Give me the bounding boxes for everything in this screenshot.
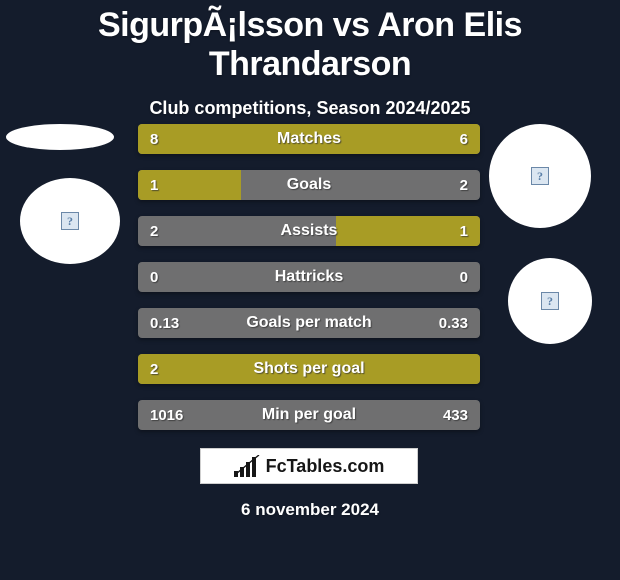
stat-row: 12Goals — [138, 170, 480, 200]
stat-name: Goals — [138, 170, 480, 200]
avatar-bubble: ? — [489, 124, 591, 228]
stat-name: Assists — [138, 216, 480, 246]
avatar-bubble — [6, 124, 114, 150]
page-subtitle: Club competitions, Season 2024/2025 — [0, 98, 620, 119]
avatar-bubble: ? — [20, 178, 120, 264]
stat-name: Hattricks — [138, 262, 480, 292]
stat-row: 21Assists — [138, 216, 480, 246]
avatar-bubble: ? — [508, 258, 592, 344]
stat-row: 1016433Min per goal — [138, 400, 480, 430]
stat-row: 2Shots per goal — [138, 354, 480, 384]
stat-name: Matches — [138, 124, 480, 154]
page-title: SigurpÃ¡lsson vs Aron Elis Thrandarson — [0, 0, 620, 84]
stat-row: 0.130.33Goals per match — [138, 308, 480, 338]
stat-row: 00Hattricks — [138, 262, 480, 292]
stat-name: Min per goal — [138, 400, 480, 430]
stat-name: Shots per goal — [138, 354, 480, 384]
comparison-chart: 86Matches 12Goals 21Assists 00Hattricks 0.13… — [138, 124, 480, 446]
stat-name: Goals per match — [138, 308, 480, 338]
date-label: 6 november 2024 — [0, 500, 620, 520]
stat-row: 86Matches — [138, 124, 480, 154]
missing-image-icon: ? — [61, 212, 79, 230]
missing-image-icon: ? — [531, 167, 549, 185]
missing-image-icon: ? — [541, 292, 559, 310]
brand-text: FcTables.com — [266, 456, 385, 477]
brand-logo: FcTables.com — [200, 448, 418, 484]
signal-icon — [234, 455, 260, 477]
